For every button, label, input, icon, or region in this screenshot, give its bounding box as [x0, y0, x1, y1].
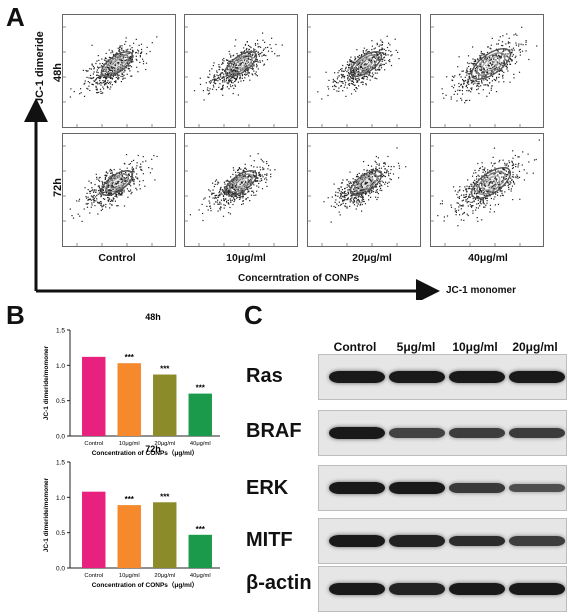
flow-plot-density: [308, 26, 400, 127]
category-label: 20μg/ml: [154, 441, 175, 447]
flow-plot-density: [185, 145, 276, 246]
category-label: Control: [84, 573, 103, 579]
column-label-40: 40μg/ml: [468, 252, 508, 264]
flow-plot-density: [431, 139, 540, 246]
y-tick-label: 0.0: [56, 566, 65, 573]
wb-band: [329, 535, 385, 547]
wb-column-5: 5μg/ml: [396, 340, 436, 354]
panel-label-b: B: [6, 300, 25, 330]
wb-band: [509, 536, 565, 546]
flow-plot-density: [431, 26, 538, 127]
significance-marker: ***: [196, 384, 206, 393]
flow-plot-r1-c0: [62, 133, 176, 247]
wb-label-mitf: MITF: [246, 529, 293, 551]
wb-band: [329, 583, 385, 595]
significance-marker: ***: [125, 353, 135, 362]
wb-column-control: Control: [333, 340, 377, 354]
flow-plot-r0-c2: [307, 14, 421, 128]
wb-band: [329, 482, 385, 494]
wb-label-beta-actin: β-actin: [246, 572, 312, 594]
wb-band: [389, 535, 445, 547]
flow-plot-r1-c2: [307, 133, 421, 247]
x-axis-label: Concerntration of CONPs: [238, 273, 360, 284]
wb-band: [509, 428, 565, 438]
flow-plot-r0-c0: [62, 14, 176, 128]
wb-strip-2: [318, 465, 567, 511]
bar-Control: [82, 356, 106, 436]
y-tick-label: 0.0: [56, 434, 65, 441]
bar-40μg/ml: [188, 393, 212, 436]
wb-band: [389, 482, 445, 494]
y-tick-label: 0.5: [56, 398, 65, 405]
wb-band: [449, 483, 505, 493]
wb-label-erk: ERK: [246, 477, 289, 499]
category-label: 10μg/ml: [119, 441, 140, 447]
x-axis-label: Concentration of CONPs（μg/ml）: [92, 449, 199, 457]
flow-plot-density: [63, 145, 158, 246]
bar-10μg/ml: [117, 505, 141, 568]
wb-band: [449, 428, 505, 438]
y-tick-label: 1.5: [56, 460, 65, 467]
wb-label-ras: Ras: [246, 365, 283, 387]
wb-band: [449, 583, 505, 595]
flow-plot-r0-c1: [184, 14, 298, 128]
y-tick-label: 1.0: [56, 495, 65, 502]
significance-marker: ***: [160, 492, 170, 501]
wb-strip-1: [318, 410, 567, 456]
panel-a-axes: [24, 98, 440, 300]
flow-plot-density: [63, 26, 158, 127]
wb-column-10: 10μg/ml: [452, 340, 498, 354]
significance-marker: ***: [160, 365, 170, 374]
x-axis-label: Concentration of CONPs（μg/ml）: [92, 581, 199, 589]
wb-label-braf: BRAF: [246, 420, 302, 442]
column-label-20: 20μg/ml: [352, 252, 392, 264]
wb-band: [509, 483, 565, 493]
wb-column-20: 20μg/ml: [512, 340, 558, 354]
category-label: 10μg/ml: [119, 573, 140, 579]
x-axis-end-label: JC-1 monomer: [446, 285, 517, 296]
wb-band: [329, 427, 385, 439]
wb-band: [449, 371, 505, 383]
wb-band: [509, 371, 565, 383]
flow-plot-r1-c3: [430, 133, 544, 247]
y-tick-label: 1.5: [56, 328, 65, 335]
category-label: Control: [84, 441, 103, 447]
wb-strip-3: [318, 518, 567, 564]
wb-band: [389, 371, 445, 383]
flow-plot-r0-c3: [430, 14, 544, 128]
bar-20μg/ml: [153, 502, 177, 568]
wb-band: [449, 535, 505, 547]
y-axis-label: JC-1 dimeride/momoner: [43, 345, 50, 420]
bar-20μg/ml: [153, 374, 177, 436]
wb-band: [509, 583, 565, 595]
category-label: 40μg/ml: [190, 441, 211, 447]
significance-marker: ***: [125, 495, 135, 504]
wb-band: [389, 428, 445, 438]
y-axis-label: JC-1 dimeride/momoner: [43, 477, 50, 552]
y-tick-label: 1.0: [56, 363, 65, 370]
panel-label-c: C: [244, 300, 263, 330]
chart-title: 48h: [145, 312, 161, 322]
bar-10μg/ml: [117, 363, 141, 436]
column-label-control: Control: [98, 252, 136, 264]
category-label: 20μg/ml: [154, 573, 175, 579]
significance-marker: ***: [196, 525, 206, 534]
column-label-10: 10μg/ml: [226, 252, 266, 264]
wb-band: [389, 583, 445, 595]
bar-Control: [82, 491, 106, 568]
panel-label-a: A: [6, 2, 25, 32]
category-label: 40μg/ml: [190, 573, 211, 579]
chart-title: 72h: [145, 444, 161, 454]
flow-plot-density: [308, 145, 407, 246]
wb-strip-4: [318, 566, 567, 612]
flow-plot-density: [185, 26, 283, 127]
wb-strip-0: [318, 354, 567, 400]
y-tick-label: 0.5: [56, 530, 65, 537]
panel-b-bar-charts: 48h 0.0 0.5 1.0 1.5 JC-1 dimeride/momoner Cont…: [43, 312, 220, 589]
flow-plot-r1-c1: [184, 133, 298, 247]
wb-band: [329, 371, 385, 383]
bar-40μg/ml: [188, 534, 212, 568]
